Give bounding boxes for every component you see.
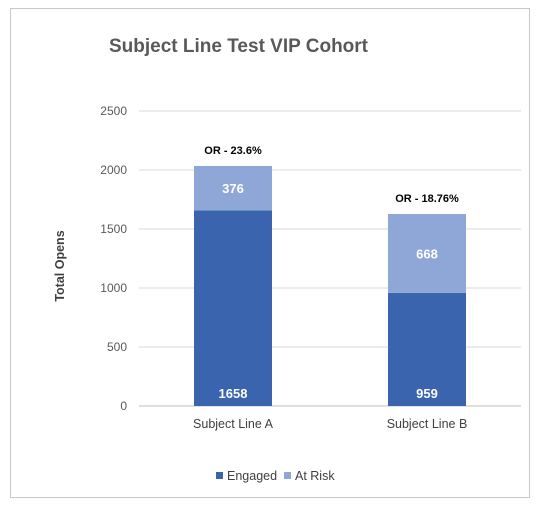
bar-at-risk-1 — [194, 165, 272, 211]
y-tick-label: 2500 — [100, 104, 127, 118]
chart-frame: Subject Line Test VIP Cohort Total Opens… — [10, 8, 530, 498]
y-tick-label: 2000 — [100, 163, 127, 177]
legend-swatch-at-risk — [284, 472, 291, 479]
data-label: 1658 — [219, 386, 248, 401]
annotation-label: OR - 23.6% — [204, 145, 262, 157]
chart-title: Subject Line Test VIP Cohort — [109, 36, 369, 57]
data-label: 376 — [222, 181, 244, 196]
y-tick-label: 500 — [107, 340, 127, 354]
y-axis-label: Total Opens — [53, 230, 67, 301]
x-tick-label: Subject Line B — [387, 417, 468, 431]
x-tick-label: Subject Line A — [193, 417, 274, 431]
gridlines: 0 500 1000 1500 2000 2500 — [100, 104, 521, 413]
legend-swatch-engaged — [216, 472, 223, 479]
y-tick-label: 1500 — [100, 222, 127, 236]
y-tick-label: 1000 — [100, 281, 127, 295]
bar-engaged-2 — [388, 292, 466, 406]
bars — [194, 165, 466, 406]
data-label: 668 — [416, 246, 438, 261]
annotation-label: OR - 18.76% — [395, 193, 459, 205]
legend-label: At Risk — [295, 469, 335, 483]
bar-at-risk-2 — [388, 214, 466, 293]
data-labels: 1658 376 OR - 23.6% Subject Line A 959 668 OR … — [193, 145, 467, 431]
legend: Engaged At Risk — [216, 469, 335, 483]
chart-svg: Subject Line Test VIP Cohort Total Opens… — [53, 36, 521, 483]
y-tick-label: 0 — [120, 399, 127, 413]
data-label: 959 — [416, 386, 438, 401]
legend-label: Engaged — [227, 469, 277, 483]
bar-engaged-1 — [194, 210, 272, 406]
